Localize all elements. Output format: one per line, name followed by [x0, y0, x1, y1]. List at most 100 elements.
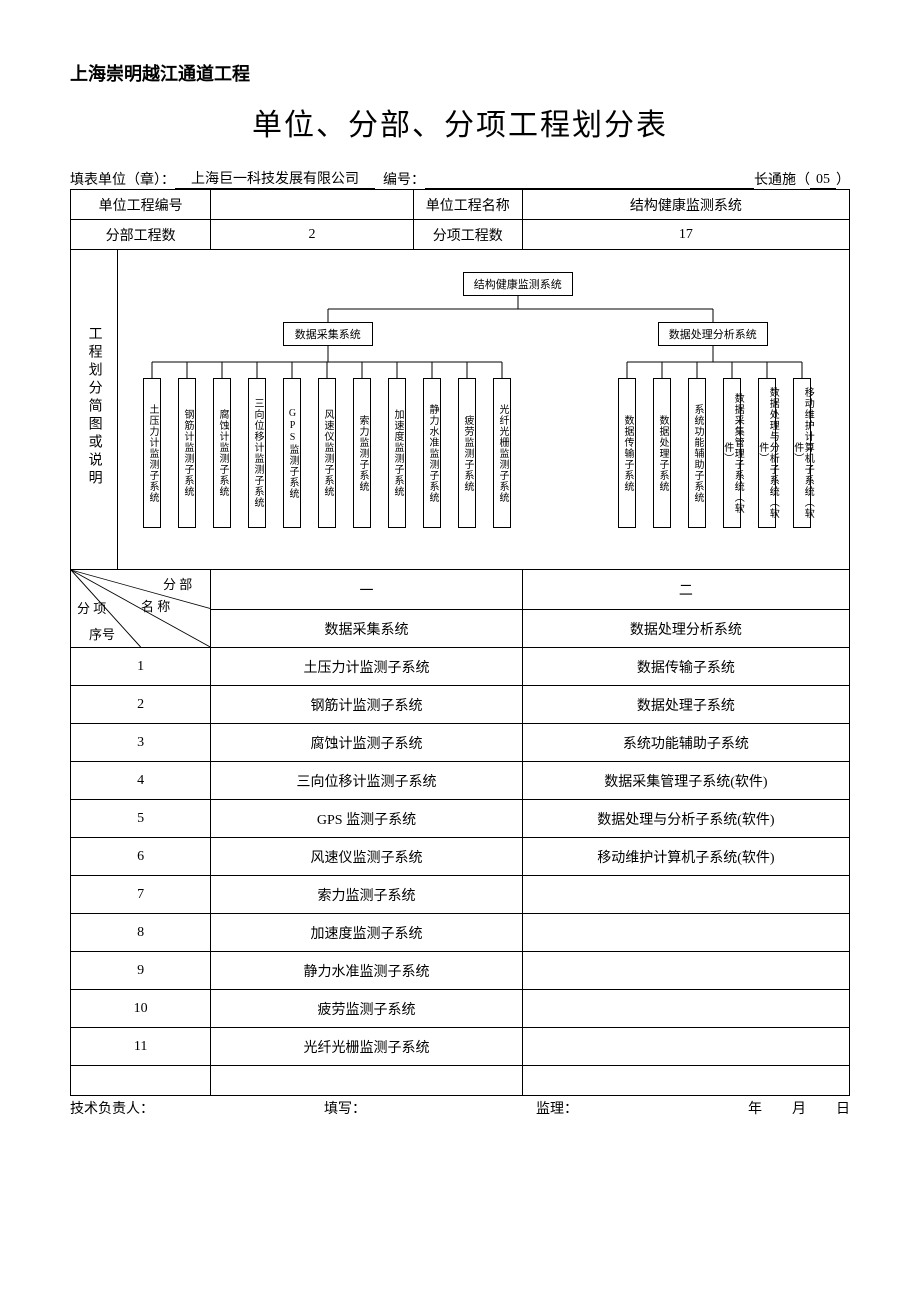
table-row: 9静力水准监测子系统 — [71, 952, 850, 990]
row-seq: 4 — [71, 762, 211, 800]
row-seq: 7 — [71, 876, 211, 914]
diagram-leaf-b-6: 移动维护计算机子系统（软件） — [793, 378, 811, 528]
row-seq: 3 — [71, 724, 211, 762]
doc-code-suffix: ） — [836, 169, 850, 189]
page-title: 单位、分部、分项工程划分表 — [70, 100, 850, 144]
diagram-root: 结构健康监测系统 — [463, 272, 573, 296]
diagram-branch-2: 数据处理分析系统 — [658, 322, 768, 346]
row-col-b: 移动维护计算机子系统(软件) — [522, 838, 849, 876]
footer-month: 月 — [792, 1098, 806, 1118]
row-seq: 8 — [71, 914, 211, 952]
row-col-a: 光纤光栅监测子系统 — [211, 1028, 523, 1066]
row-col-b: 数据处理与分析子系统(软件) — [522, 800, 849, 838]
info-section-count-value: 2 — [211, 220, 414, 250]
diagram-leaf-a-7: 索力监测子系统 — [353, 378, 371, 528]
footer-tech: 技术负责人： — [70, 1098, 154, 1118]
diagram-leaf-a-6: 风速仪监测子系统 — [318, 378, 336, 528]
table-row: 2钢筋计监测子系统数据处理子系统 — [71, 686, 850, 724]
table-row: 1土压力计监测子系统数据传输子系统 — [71, 648, 850, 686]
code-label: 编号： — [383, 169, 425, 189]
diagram-leaf-b-2: 数据处理子系统 — [653, 378, 671, 528]
table-row: 6风速仪监测子系统移动维护计算机子系统(软件) — [71, 838, 850, 876]
row-seq: 11 — [71, 1028, 211, 1066]
row-col-b: 系统功能辅助子系统 — [522, 724, 849, 762]
diag-mid-right: 名 称 — [141, 596, 170, 615]
row-seq: 5 — [71, 800, 211, 838]
row-col-a: 静力水准监测子系统 — [211, 952, 523, 990]
diagram-leaf-b-4: 数据采集管理子系统（软件） — [723, 378, 741, 528]
diagram-leaf-a-8: 加速度监测子系统 — [388, 378, 406, 528]
col1-name: 数据采集系统 — [211, 610, 523, 648]
row-col-a: 风速仪监测子系统 — [211, 838, 523, 876]
row-col-b — [522, 876, 849, 914]
empty-seq — [71, 1066, 211, 1096]
info-item-count-label: 分项工程数 — [413, 220, 522, 250]
row-col-b: 数据采集管理子系统(软件) — [522, 762, 849, 800]
diagonal-header: 分 部 名 称 分 项 序号 — [71, 570, 211, 648]
col2-number: 二 — [522, 570, 849, 610]
footer-line: 技术负责人： 填写： 监理： 年 月 日 — [70, 1098, 850, 1118]
table-row: 11光纤光栅监测子系统 — [71, 1028, 850, 1066]
fill-unit-label: 填表单位（章）： — [70, 169, 175, 189]
row-seq: 6 — [71, 838, 211, 876]
diagram-leaf-a-11: 光纤光栅监测子系统 — [493, 378, 511, 528]
fill-unit-value: 上海巨一科技发展有限公司 — [175, 168, 375, 189]
diagram-branch-1: 数据采集系统 — [283, 322, 373, 346]
row-seq: 10 — [71, 990, 211, 1028]
col1-number: 一 — [211, 570, 523, 610]
table-row: 4三向位移计监测子系统数据采集管理子系统(软件) — [71, 762, 850, 800]
diagram-leaf-a-10: 疲劳监测子系统 — [458, 378, 476, 528]
row-col-a: 土压力计监测子系统 — [211, 648, 523, 686]
row-col-a: 加速度监测子系统 — [211, 914, 523, 952]
project-header: 上海崇明越江通道工程 — [70, 60, 850, 86]
diag-top: 分 部 — [163, 574, 192, 593]
diagram-leaf-b-1: 数据传输子系统 — [618, 378, 636, 528]
info-item-count-value: 17 — [522, 220, 849, 250]
info-section-count-label: 分部工程数 — [71, 220, 211, 250]
info-unit-name-value: 结构健康监测系统 — [522, 190, 849, 220]
diagram-side-label-text: 工程划分简图或说明 — [86, 326, 101, 488]
info-unit-no-label: 单位工程编号 — [71, 190, 211, 220]
row-seq: 2 — [71, 686, 211, 724]
diagram-cell: 结构健康监测系统数据采集系统 数据处理分析系统土压力计监测子系统钢筋计监测子系统腐… — [117, 250, 849, 570]
diagram-side-label: 工程划分简图或说明 — [71, 250, 118, 570]
empty-b — [522, 1066, 849, 1096]
row-col-b — [522, 1028, 849, 1066]
diagram-leaf-a-5: GPS监测子系统 — [283, 378, 301, 528]
table-row: 5GPS 监测子系统数据处理与分析子系统(软件) — [71, 800, 850, 838]
row-col-b: 数据传输子系统 — [522, 648, 849, 686]
footer-day: 日 — [836, 1098, 850, 1118]
row-col-a: 腐蚀计监测子系统 — [211, 724, 523, 762]
diagram-leaf-a-3: 腐蚀计监测子系统 — [213, 378, 231, 528]
code-value — [425, 188, 754, 189]
diagram-leaf-a-2: 钢筋计监测子系统 — [178, 378, 196, 528]
table-row: 10疲劳监测子系统 — [71, 990, 850, 1028]
doc-code-num: 05 — [810, 172, 836, 189]
main-table: 单位工程编号 单位工程名称 结构健康监测系统 分部工程数 2 分项工程数 17 … — [70, 189, 850, 1096]
row-col-a: 钢筋计监测子系统 — [211, 686, 523, 724]
diagram-leaf-a-4: 三向位移计监测子系统 — [248, 378, 266, 528]
info-unit-no-value — [211, 190, 414, 220]
diagram-leaf-b-3: 系统功能辅助子系统 — [688, 378, 706, 528]
footer-fill: 填写： — [324, 1098, 366, 1118]
col2-name: 数据处理分析系统 — [522, 610, 849, 648]
row-col-a: 索力监测子系统 — [211, 876, 523, 914]
info-unit-name-label: 单位工程名称 — [413, 190, 522, 220]
diagram-leaf-a-1: 土压力计监测子系统 — [143, 378, 161, 528]
row-col-b — [522, 914, 849, 952]
diagram-leaf-a-9: 静力水准监测子系统 — [423, 378, 441, 528]
footer-super: 监理： — [536, 1098, 578, 1118]
row-seq: 1 — [71, 648, 211, 686]
form-meta-line: 填表单位（章）： 上海巨一科技发展有限公司 编号： 长通施（ 05 ） — [70, 168, 850, 189]
row-col-a: 三向位移计监测子系统 — [211, 762, 523, 800]
row-seq: 9 — [71, 952, 211, 990]
diagram-leaf-b-5: 数据处理与分析子系统（软件） — [758, 378, 776, 528]
empty-a — [211, 1066, 523, 1096]
row-col-b — [522, 990, 849, 1028]
row-col-b: 数据处理子系统 — [522, 686, 849, 724]
footer-year: 年 — [748, 1098, 762, 1118]
org-diagram: 结构健康监测系统数据采集系统 数据处理分析系统土压力计监测子系统钢筋计监测子系统腐… — [118, 250, 849, 569]
table-row: 7索力监测子系统 — [71, 876, 850, 914]
doc-code-prefix: 长通施（ — [754, 169, 810, 189]
diag-mid-left: 分 项 — [77, 598, 106, 617]
